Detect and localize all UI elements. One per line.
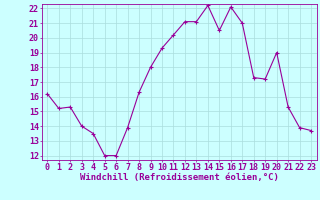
X-axis label: Windchill (Refroidissement éolien,°C): Windchill (Refroidissement éolien,°C)	[80, 173, 279, 182]
